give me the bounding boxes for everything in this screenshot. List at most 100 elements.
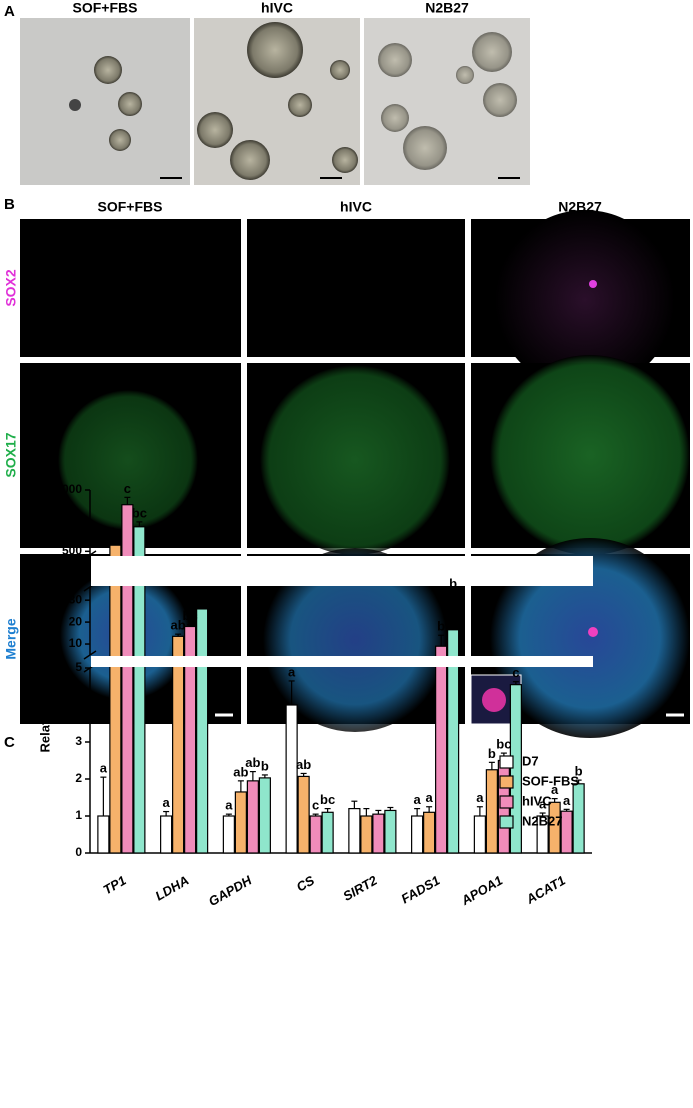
y-tick-label: 1000 (55, 482, 82, 496)
x-tick-label: CS (294, 872, 317, 894)
legend-label: SOF-FBS (522, 773, 579, 788)
significance-letter: a (163, 795, 171, 810)
bar (360, 815, 373, 854)
significance-letter: a (539, 796, 547, 811)
bar (572, 783, 585, 854)
significance-letter: b (111, 525, 119, 540)
bar (285, 704, 298, 854)
significance-letter: bc (132, 505, 147, 520)
bar (109, 544, 122, 854)
bar (372, 813, 385, 854)
x-tick-label: ACAT1 (523, 873, 568, 908)
y-tick-label: 30 (69, 592, 83, 606)
bar (234, 791, 247, 854)
panel-label: C (4, 734, 15, 751)
x-tick-label: LDHA (153, 873, 192, 904)
column-title: N2B27 (558, 199, 602, 215)
bar (258, 777, 271, 854)
significance-letter: b (437, 619, 445, 634)
significance-letter: ab (296, 757, 311, 772)
significance-letter: a (225, 798, 233, 813)
break-gap (91, 556, 593, 586)
x-tick-label: FADS1 (399, 873, 443, 907)
significance-letter: ab (171, 618, 186, 633)
bar (473, 815, 486, 854)
legend-label: D7 (522, 753, 539, 768)
x-tick-label: SIRT2 (340, 872, 380, 904)
y-tick-label: 0 (75, 845, 82, 859)
bar (411, 815, 424, 854)
panel-a-images (20, 18, 530, 185)
bar (297, 775, 310, 854)
significance-letter: c (124, 481, 131, 496)
significance-letter: b (575, 764, 583, 779)
bar (172, 635, 185, 854)
y-tick-label: 3 (75, 734, 82, 748)
significance-letter: c (199, 587, 206, 602)
y-tick-label: 4 (75, 697, 82, 711)
bar (423, 811, 436, 854)
bar (384, 809, 397, 854)
y-tick-label: 10 (69, 636, 83, 650)
bar (348, 807, 361, 854)
legend-swatch (499, 795, 514, 809)
bar (321, 811, 334, 854)
significance-letter: b (449, 576, 457, 591)
significance-letter: ab (233, 764, 248, 779)
y-tick-label: 500 (62, 543, 82, 557)
bar (246, 780, 259, 854)
x-tick-label: APOA1 (458, 873, 505, 909)
y-tick-label: 1 (75, 808, 82, 822)
y-tick-label: 750 (62, 513, 82, 527)
bar (560, 810, 573, 854)
significance-letter: a (426, 790, 434, 805)
axis-break (83, 550, 97, 560)
x-tick-label: TP1 (100, 873, 128, 898)
bar (196, 608, 209, 854)
bar (309, 815, 322, 854)
panel-label: B (4, 196, 15, 213)
significance-letter: a (100, 761, 108, 776)
y-axis-label: Relative mRNA abundance (37, 588, 52, 753)
bar (485, 769, 498, 854)
significance-letter: a (551, 782, 559, 797)
significance-letter: bc (496, 737, 511, 752)
column-title: SOF+FBS (98, 199, 163, 215)
significance-letter: b (261, 758, 269, 773)
significance-letter: a (414, 792, 422, 807)
row-label: SOX2 (3, 269, 19, 307)
bar (97, 815, 110, 854)
column-title: hIVC (261, 0, 293, 16)
significance-letter: bc (183, 608, 198, 623)
bar (160, 815, 173, 854)
y-tick-label: 20 (69, 614, 83, 628)
column-title: SOF+FBS (73, 0, 138, 16)
legend-swatch (499, 775, 514, 789)
significance-letter: bc (320, 792, 335, 807)
significance-letter: a (563, 793, 571, 808)
legend-swatch (499, 755, 514, 769)
column-title: N2B27 (425, 0, 469, 16)
legend-label: N2B27 (522, 813, 562, 828)
bar (435, 645, 448, 854)
row-label: SOX17 (3, 432, 19, 477)
bar (222, 815, 235, 854)
y-tick-label: 2 (75, 771, 82, 785)
significance-letter: ab (245, 755, 260, 770)
legend-swatch (499, 815, 514, 829)
panel-label: A (4, 3, 15, 20)
x-tick-label: GAPDH (206, 872, 255, 909)
break-gap (91, 656, 593, 667)
significance-letter: c (312, 798, 319, 813)
y-tick-label: 5 (75, 660, 82, 674)
legend-label: hIVC (522, 793, 552, 808)
column-title: hIVC (340, 199, 372, 215)
significance-letter: c (512, 665, 519, 680)
row-label: Merge (3, 618, 19, 659)
axis-break (83, 650, 97, 660)
significance-letter: a (288, 664, 296, 679)
significance-letter: b (488, 746, 496, 761)
significance-letter: a (476, 790, 484, 805)
